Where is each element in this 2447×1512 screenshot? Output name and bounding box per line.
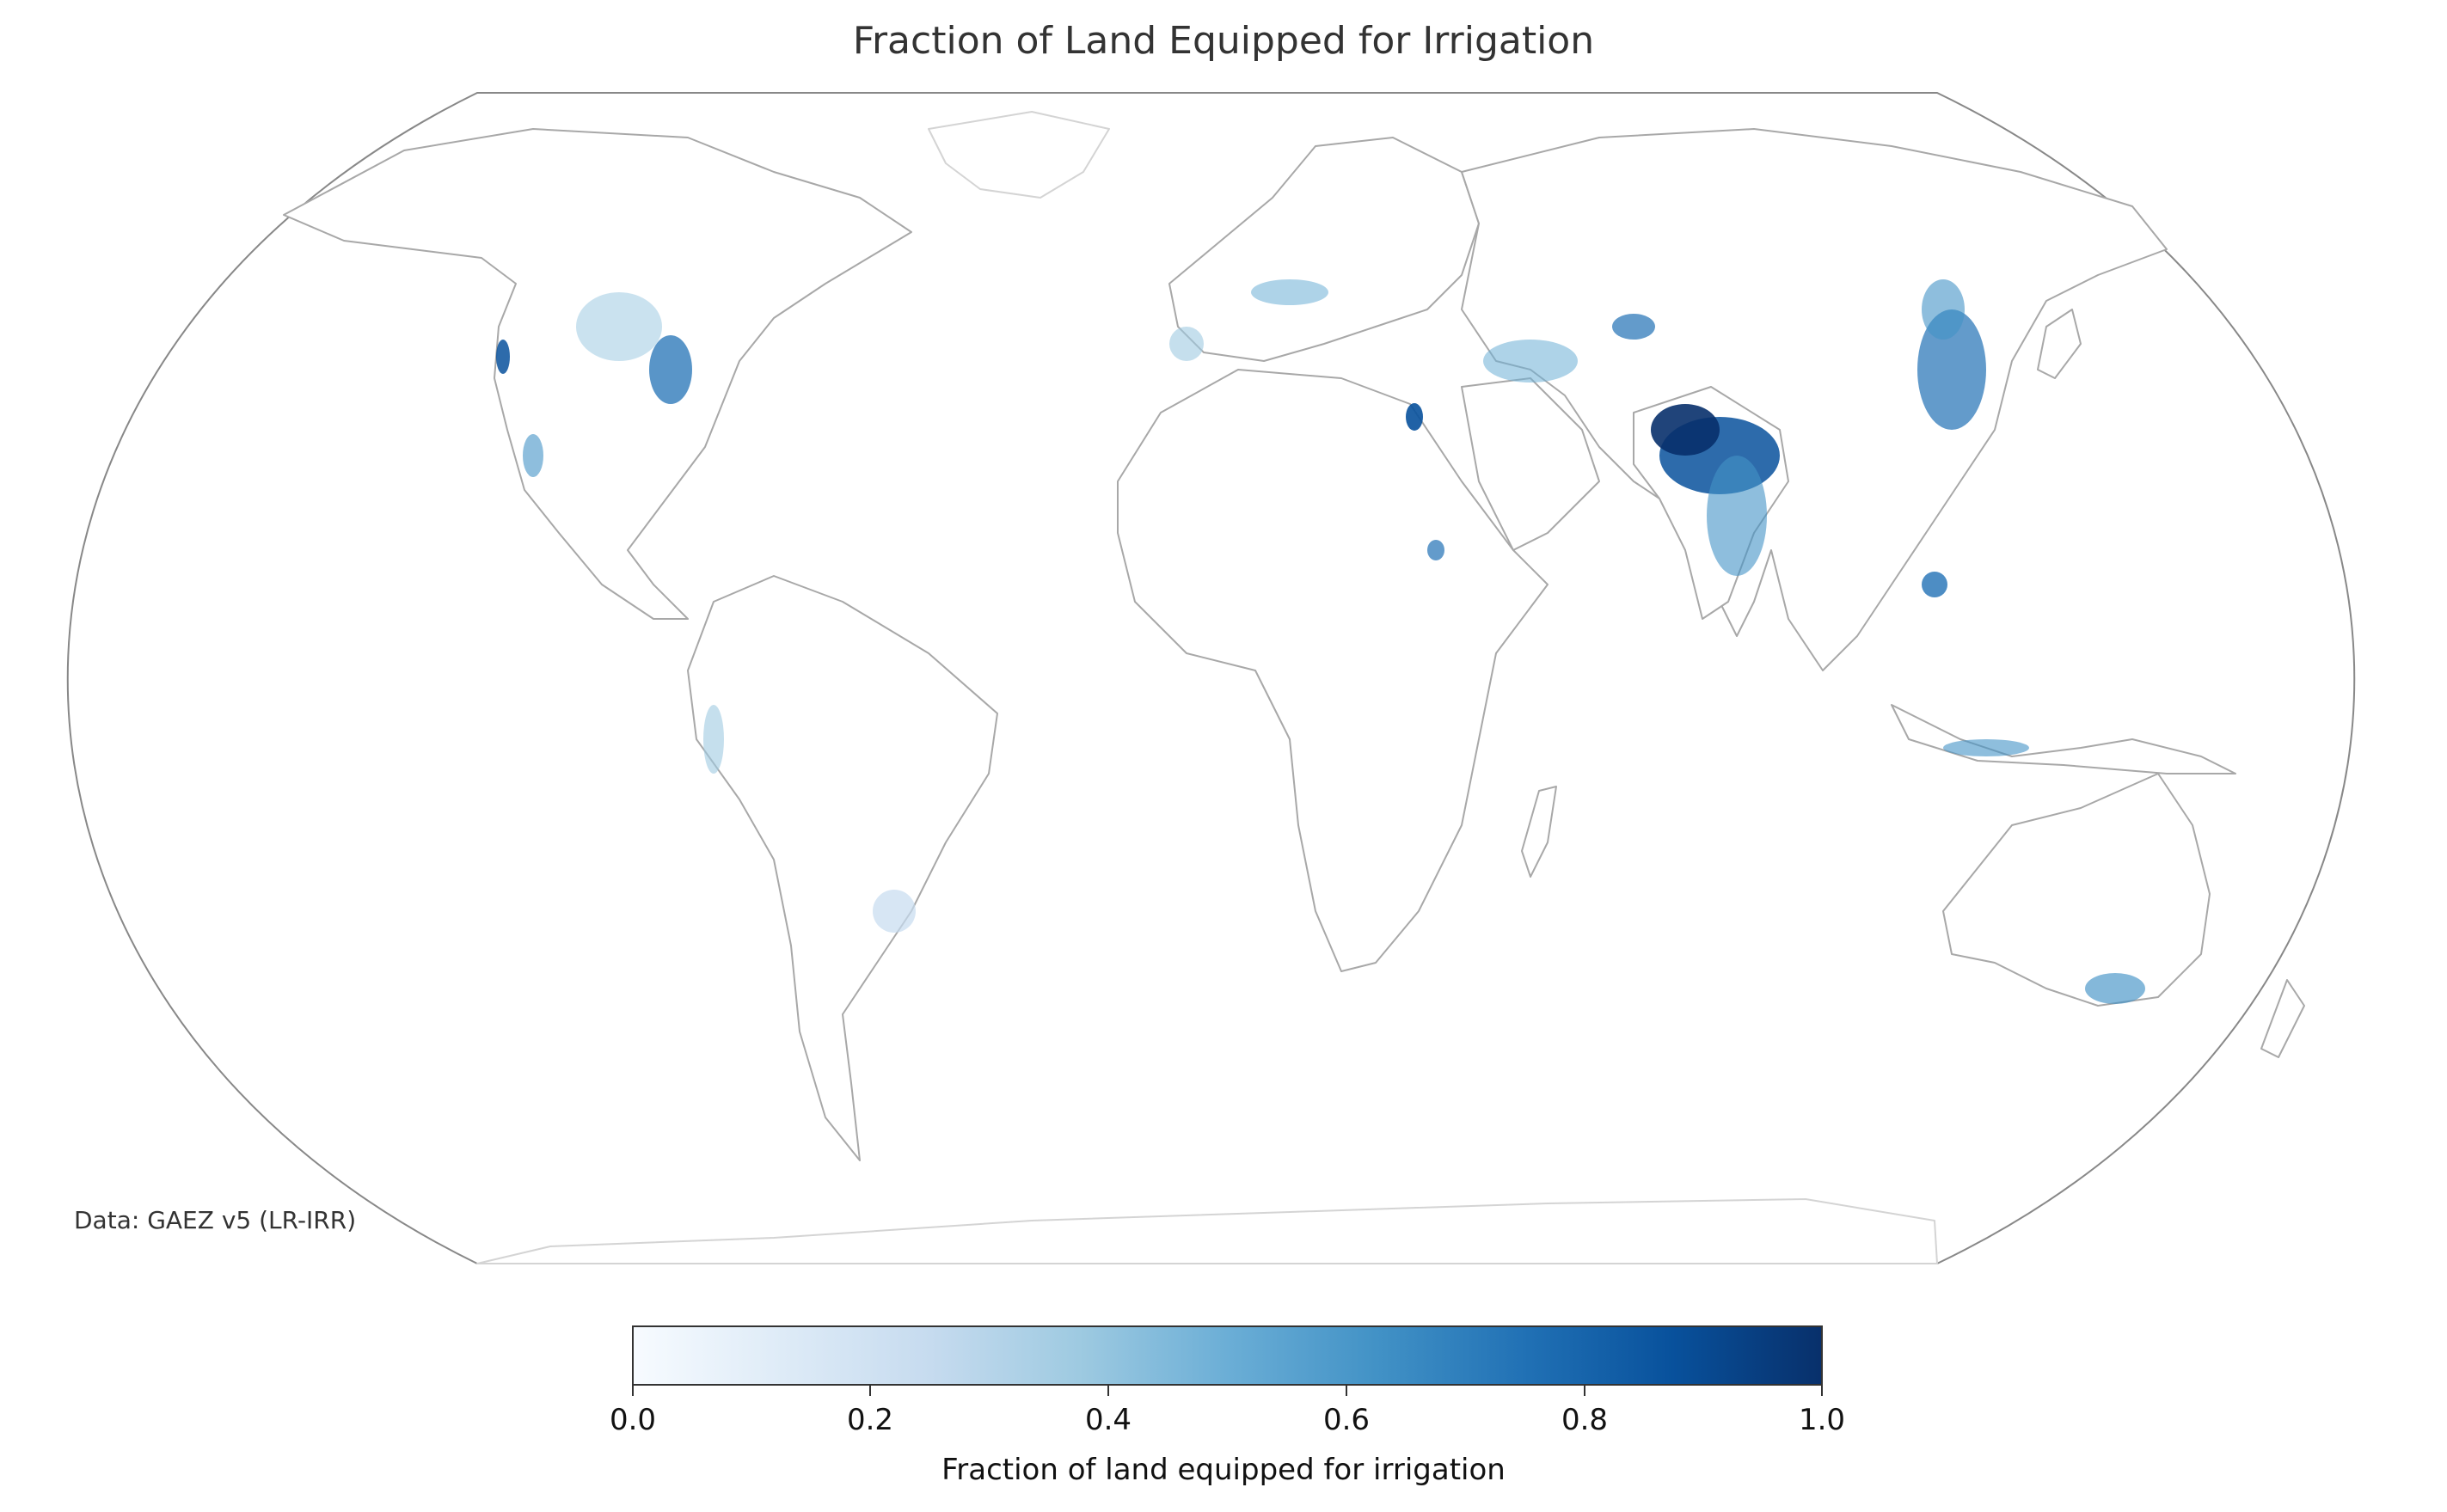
colorbar-tick-label: 0.6 xyxy=(1322,1403,1371,1437)
new-zealand xyxy=(2260,979,2305,1058)
madagascar xyxy=(1521,786,1557,878)
colorbar-tick-0 xyxy=(632,1386,634,1396)
south-america xyxy=(687,575,998,1161)
colorbar xyxy=(632,1325,1823,1386)
japan xyxy=(2037,309,2082,379)
north-america xyxy=(283,128,912,620)
colorbar-tick-3 xyxy=(1346,1386,1347,1396)
colorbar-tick-4 xyxy=(1584,1386,1585,1396)
map-title: Fraction of Land Equipped for Irrigation xyxy=(852,19,1595,63)
colorbar-tick-5 xyxy=(1821,1386,1823,1396)
colorbar-tick-label: 0.8 xyxy=(1561,1403,1609,1437)
data-source-note: Data: GAEZ v5 (LR-IRR) xyxy=(74,1206,357,1234)
colorbar-tick-label: 0.2 xyxy=(846,1403,894,1437)
colorbar-tick-2 xyxy=(1107,1386,1109,1396)
world-map xyxy=(66,92,2356,1264)
colorbar-label: Fraction of land equipped for irrigation xyxy=(941,1453,1506,1487)
colorbar-tick-label: 0.4 xyxy=(1084,1403,1132,1437)
colorbar-tick-1 xyxy=(869,1386,871,1396)
asia xyxy=(1461,128,2168,671)
europe xyxy=(1168,137,1480,362)
colorbar-tick-label: 0.0 xyxy=(609,1403,657,1437)
irrigation-overlay xyxy=(496,279,2145,1004)
greenland xyxy=(928,111,1110,199)
colorbar-tick-label: 1.0 xyxy=(1798,1403,1846,1437)
arabian-peninsula xyxy=(1461,377,1600,551)
australia xyxy=(1942,773,2211,1007)
antarctica xyxy=(476,1198,1938,1264)
africa xyxy=(1117,369,1549,972)
